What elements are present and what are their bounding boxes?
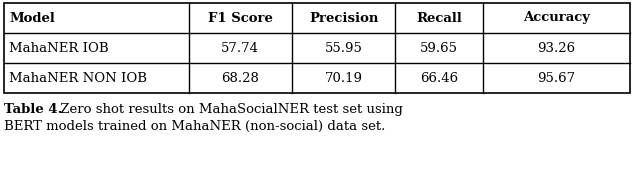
Text: Model: Model [9, 11, 55, 25]
Text: 70.19: 70.19 [324, 71, 363, 84]
Text: BERT models trained on MahaNER (non-social) data set.: BERT models trained on MahaNER (non-soci… [4, 120, 385, 133]
Text: 57.74: 57.74 [221, 42, 259, 54]
Text: 95.67: 95.67 [538, 71, 575, 84]
Text: 93.26: 93.26 [538, 42, 575, 54]
Text: Table 4.: Table 4. [4, 103, 62, 116]
Text: Accuracy: Accuracy [523, 11, 590, 25]
Text: MahaNER IOB: MahaNER IOB [9, 42, 109, 54]
Text: Recall: Recall [416, 11, 462, 25]
Text: 68.28: 68.28 [221, 71, 259, 84]
Bar [4, 3, 630, 93]
Text: Zero shot results on MahaSocialNER test set using: Zero shot results on MahaSocialNER test … [56, 103, 403, 116]
Text: 59.65: 59.65 [420, 42, 458, 54]
Text: 66.46: 66.46 [420, 71, 458, 84]
Text: MahaNER NON IOB: MahaNER NON IOB [9, 71, 147, 84]
Text: 55.95: 55.95 [324, 42, 362, 54]
Text: F1 Score: F1 Score [208, 11, 273, 25]
Text: Precision: Precision [309, 11, 378, 25]
